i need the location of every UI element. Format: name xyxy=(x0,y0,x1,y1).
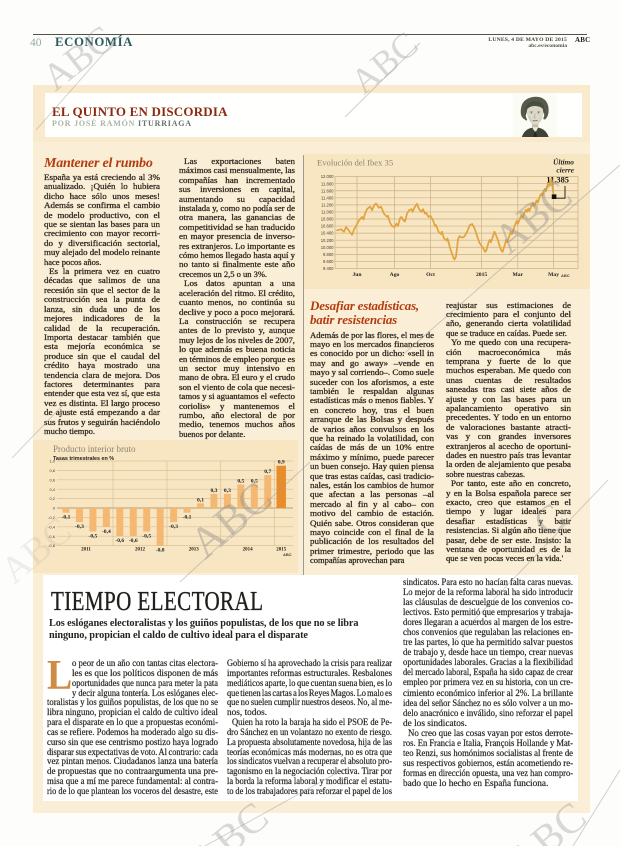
svg-text:-0,3: -0,3 xyxy=(75,524,84,530)
svg-text:0,5: 0,5 xyxy=(237,479,244,485)
svg-text:0,3: 0,3 xyxy=(210,488,217,494)
svg-text:-0,5: -0,5 xyxy=(88,534,97,540)
svg-text:Evolución del Ibex 35: Evolución del Ibex 35 xyxy=(317,158,393,168)
svg-text:11.600: 11.600 xyxy=(321,188,334,193)
svg-text:ABC: ABC xyxy=(283,552,292,557)
svg-text:-0,6: -0,6 xyxy=(48,534,56,539)
svg-text:10.600: 10.600 xyxy=(321,224,334,229)
svg-text:10.000: 10.000 xyxy=(321,245,334,250)
svg-text:2011: 2011 xyxy=(81,548,91,553)
svg-text:ABC: ABC xyxy=(561,273,570,278)
svg-text:Tasas trimestrales en %: Tasas trimestrales en % xyxy=(53,456,114,462)
svg-text:cierre: cierre xyxy=(556,166,574,175)
svg-text:0: 0 xyxy=(53,506,56,511)
svg-text:-0,4: -0,4 xyxy=(102,529,111,535)
svg-text:-0,2: -0,2 xyxy=(48,515,56,520)
svg-text:2013: 2013 xyxy=(189,548,200,553)
svg-text:0,4: 0,4 xyxy=(49,487,55,492)
svg-text:0,9: 0,9 xyxy=(278,460,285,466)
svg-text:-0,8: -0,8 xyxy=(48,543,56,548)
svg-text:1,0: 1,0 xyxy=(49,459,55,464)
svg-text:-0,3: -0,3 xyxy=(169,524,178,530)
svg-text:-0,1: -0,1 xyxy=(62,515,71,521)
svg-text:Ago: Ago xyxy=(390,272,400,278)
svg-text:10.400: 10.400 xyxy=(321,231,334,236)
svg-text:Mar: Mar xyxy=(513,272,524,278)
svg-text:2014: 2014 xyxy=(243,548,254,553)
svg-text:11.400: 11.400 xyxy=(321,195,334,200)
svg-text:-0,6: -0,6 xyxy=(129,538,138,544)
svg-text:11.200: 11.200 xyxy=(321,202,334,207)
svg-text:Jun: Jun xyxy=(352,272,362,278)
svg-text:-0,8: -0,8 xyxy=(156,548,165,554)
svg-text:0,8: 0,8 xyxy=(49,468,55,473)
svg-text:0,3: 0,3 xyxy=(224,488,231,494)
svg-text:9.600: 9.600 xyxy=(323,259,334,264)
svg-text:10.800: 10.800 xyxy=(321,217,334,222)
svg-text:12.000: 12.000 xyxy=(321,174,334,179)
svg-text:2012: 2012 xyxy=(135,548,146,553)
svg-text:0,1: 0,1 xyxy=(197,497,204,503)
svg-text:-0,6: -0,6 xyxy=(115,538,124,544)
svg-text:-0,4: -0,4 xyxy=(48,524,56,529)
svg-text:0,6: 0,6 xyxy=(49,477,55,482)
svg-text:11.800: 11.800 xyxy=(321,181,334,186)
svg-text:0,2: 0,2 xyxy=(49,496,55,501)
svg-text:May: May xyxy=(548,272,559,278)
svg-text:10.200: 10.200 xyxy=(321,238,334,243)
svg-text:-0,5: -0,5 xyxy=(142,534,151,540)
svg-text:11.000: 11.000 xyxy=(321,210,334,215)
svg-text:0,5: 0,5 xyxy=(251,479,258,485)
svg-text:9.800: 9.800 xyxy=(323,252,334,257)
svg-text:9.400: 9.400 xyxy=(323,266,334,271)
svg-text:0,7: 0,7 xyxy=(264,469,271,475)
svg-text:Último: Último xyxy=(553,157,574,167)
svg-text:Producto interior bruto: Producto interior bruto xyxy=(53,444,136,454)
svg-text:-0,1: -0,1 xyxy=(183,515,192,521)
svg-text:2015: 2015 xyxy=(476,272,487,278)
svg-text:Oct: Oct xyxy=(426,272,435,278)
